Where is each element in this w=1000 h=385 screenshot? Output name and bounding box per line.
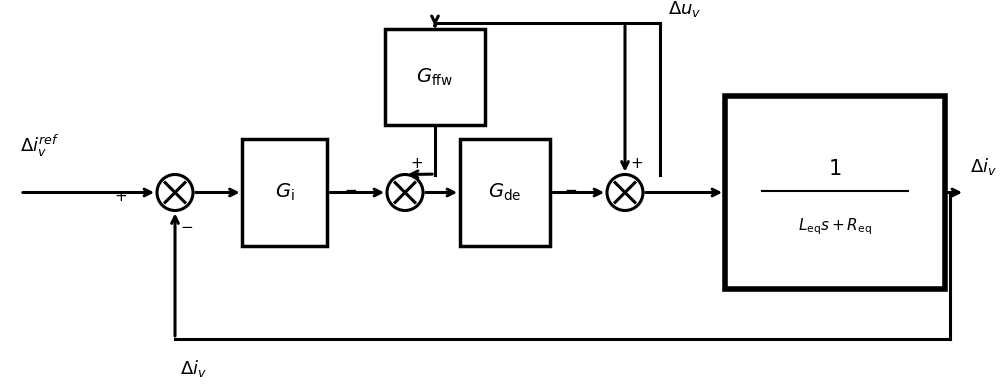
Text: $\Delta u_{v}$: $\Delta u_{v}$ — [668, 0, 701, 19]
Text: $\Delta i_{v}$: $\Delta i_{v}$ — [970, 156, 997, 177]
FancyBboxPatch shape — [385, 29, 485, 125]
FancyBboxPatch shape — [725, 96, 945, 289]
Text: $1$: $1$ — [828, 159, 842, 179]
Text: $\Delta i_{v}$: $\Delta i_{v}$ — [180, 358, 207, 379]
Text: $G_{\rm ffw}$: $G_{\rm ffw}$ — [416, 66, 454, 88]
Text: $\Delta i_{v}^{ref}$: $\Delta i_{v}^{ref}$ — [20, 133, 60, 159]
Text: $L_{\rm eq}s+R_{\rm eq}$: $L_{\rm eq}s+R_{\rm eq}$ — [798, 217, 872, 238]
Text: $-$: $-$ — [180, 218, 193, 233]
Ellipse shape — [387, 174, 423, 211]
Text: $G_{\rm de}$: $G_{\rm de}$ — [488, 182, 522, 203]
FancyBboxPatch shape — [460, 139, 550, 246]
FancyBboxPatch shape — [242, 139, 327, 246]
Ellipse shape — [157, 174, 193, 211]
Ellipse shape — [607, 174, 643, 211]
Text: $-$: $-$ — [344, 181, 357, 196]
Text: $+$: $+$ — [630, 156, 643, 171]
Text: $+$: $+$ — [410, 156, 423, 171]
Text: $-$: $-$ — [564, 181, 577, 196]
Text: $+$: $+$ — [114, 189, 127, 204]
Text: $G_{\rm i}$: $G_{\rm i}$ — [275, 182, 295, 203]
